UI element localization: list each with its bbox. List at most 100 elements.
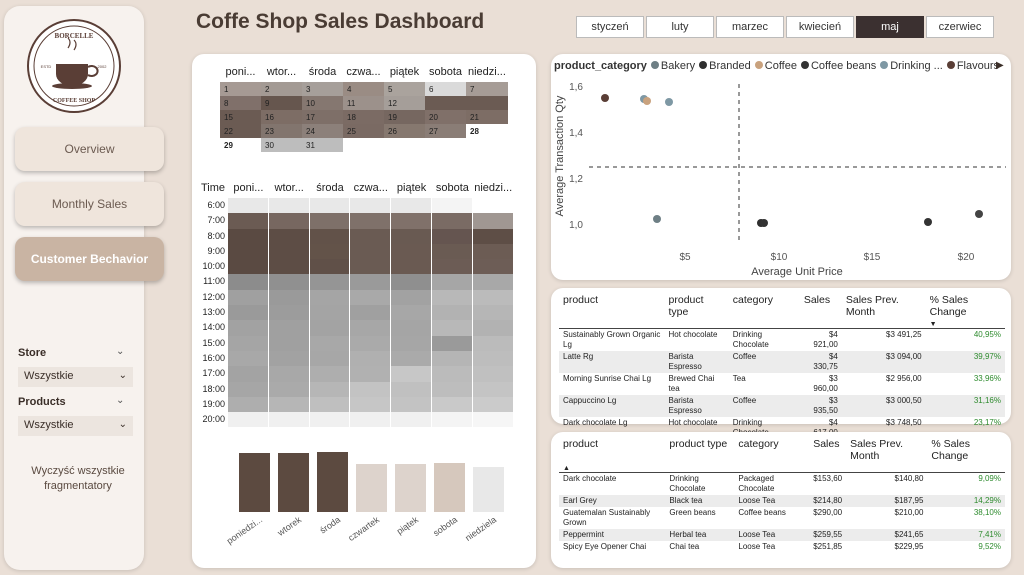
calendar-day-cell[interactable]: 1: [220, 82, 261, 96]
heatmap-cell[interactable]: [431, 381, 473, 397]
heatmap-cell[interactable]: [391, 381, 432, 397]
table-header[interactable]: product: [563, 438, 599, 450]
heatmap-cell[interactable]: [268, 289, 310, 306]
nav-overview-button[interactable]: Overview: [15, 127, 164, 171]
heatmap-cell[interactable]: [309, 381, 351, 397]
heatmap-cell[interactable]: [268, 320, 310, 336]
calendar-day-cell[interactable]: 5: [384, 82, 425, 96]
legend-item[interactable]: Coffee beans: [800, 60, 876, 72]
heatmap-cell[interactable]: [228, 213, 269, 229]
legend-item[interactable]: Coffee: [754, 60, 797, 72]
heatmap-cell[interactable]: [268, 335, 310, 351]
table-row[interactable]: Morning Sunrise Chai Lg Brewed Chai tea Te…: [559, 373, 1005, 395]
heatmap-cell[interactable]: [309, 396, 351, 413]
weekday-bar[interactable]: [356, 464, 387, 512]
calendar-day-cell[interactable]: 22: [220, 124, 261, 138]
heatmap-cell[interactable]: [268, 412, 310, 428]
heatmap-cell[interactable]: [350, 412, 392, 428]
calendar-day-cell[interactable]: 6: [425, 82, 466, 96]
heatmap-cell[interactable]: [228, 243, 269, 260]
heatmap-cell[interactable]: [431, 366, 473, 382]
heatmap-cell[interactable]: [431, 228, 473, 244]
calendar-day-cell[interactable]: 3: [302, 82, 343, 96]
heatmap-cell[interactable]: [472, 366, 514, 382]
weekday-bar[interactable]: [239, 453, 270, 512]
legend-item[interactable]: Bakery: [650, 60, 695, 72]
calendar-day-cell[interactable]: 28: [466, 124, 508, 138]
legend-next-icon[interactable]: ▶: [996, 60, 1004, 71]
heatmap-cell[interactable]: [309, 335, 351, 351]
table-row[interactable]: Sustainably Grown Organic Lg Hot chocolat…: [559, 329, 1005, 352]
calendar-day-cell[interactable]: 29: [220, 138, 261, 152]
clear-slicers-button[interactable]: Wyczyść wszystkie fragmentatory: [31, 465, 125, 492]
calendar-day-cell[interactable]: [425, 96, 466, 110]
heatmap-cell[interactable]: [431, 335, 473, 351]
heatmap-cell[interactable]: [431, 198, 473, 214]
heatmap-cell[interactable]: [228, 228, 269, 244]
heatmap-cell[interactable]: [391, 412, 432, 428]
heatmap-cell[interactable]: [268, 305, 310, 321]
heatmap-cell[interactable]: [431, 350, 473, 367]
heatmap-cell[interactable]: [431, 243, 473, 260]
table-header[interactable]: Sales: [813, 438, 840, 450]
heatmap-cell[interactable]: [309, 320, 351, 336]
table-header[interactable]: category: [738, 438, 779, 450]
heatmap-cell[interactable]: [268, 350, 310, 367]
calendar-day-cell[interactable]: 25: [343, 124, 384, 138]
heatmap-cell[interactable]: [391, 305, 432, 321]
heatmap-cell[interactable]: [228, 412, 269, 428]
calendar-day-cell[interactable]: 7: [466, 82, 508, 96]
calendar-day-cell[interactable]: 10: [302, 96, 343, 110]
scatter-point[interactable]: [601, 94, 609, 102]
heatmap-cell[interactable]: [391, 198, 432, 214]
products-slicer-dropdown[interactable]: Wszystkie ⌄: [18, 416, 133, 436]
heatmap-cell[interactable]: [268, 396, 310, 413]
heatmap-cell[interactable]: [268, 213, 310, 229]
calendar-day-cell[interactable]: 11: [343, 96, 384, 110]
calendar-day-cell[interactable]: 4: [343, 82, 384, 96]
heatmap-cell[interactable]: [431, 213, 473, 229]
heatmap-cell[interactable]: [350, 213, 392, 229]
heatmap-cell[interactable]: [350, 198, 392, 214]
heatmap-cell[interactable]: [228, 198, 269, 214]
heatmap-cell[interactable]: [350, 396, 392, 413]
table-row[interactable]: Dark chocolate Drinking Chocolate Packaged…: [559, 473, 1005, 496]
heatmap-cell[interactable]: [472, 213, 514, 229]
heatmap-cell[interactable]: [391, 350, 432, 367]
heatmap-cell[interactable]: [391, 259, 432, 275]
month-tab-4[interactable]: maj: [856, 16, 924, 38]
table-header[interactable]: product type: [668, 294, 704, 318]
heatmap-cell[interactable]: [472, 198, 514, 214]
legend-item[interactable]: Branded: [699, 60, 751, 72]
heatmap-cell[interactable]: [350, 381, 392, 397]
heatmap-cell[interactable]: [309, 412, 351, 428]
heatmap-cell[interactable]: [350, 305, 392, 321]
table-row[interactable]: Guatemalan Sustainably Grown Green beans C…: [559, 507, 1005, 529]
table-header[interactable]: % Sales Change: [931, 438, 970, 462]
heatmap-cell[interactable]: [228, 381, 269, 397]
store-collapse-chevron-icon[interactable]: ⌄: [116, 346, 125, 357]
heatmap-cell[interactable]: [350, 243, 392, 260]
table-header[interactable]: product: [563, 294, 599, 306]
heatmap-cell[interactable]: [472, 412, 514, 428]
calendar-day-cell[interactable]: 8: [220, 96, 261, 110]
heatmap-cell[interactable]: [472, 381, 514, 397]
weekday-bar[interactable]: [434, 463, 465, 512]
calendar-day-cell[interactable]: 30: [261, 138, 302, 152]
heatmap-cell[interactable]: [350, 350, 392, 367]
table-header[interactable]: % Sales Change: [929, 294, 969, 318]
heatmap-cell[interactable]: [472, 350, 514, 367]
heatmap-cell[interactable]: [309, 289, 351, 306]
heatmap-cell[interactable]: [391, 274, 432, 290]
calendar-day-cell[interactable]: 2: [261, 82, 302, 96]
table-row[interactable]: Cappuccino Lg Barista Espresso Coffee $3 93…: [559, 395, 1005, 417]
table-header[interactable]: Sales: [803, 294, 831, 306]
heatmap-cell[interactable]: [309, 350, 351, 367]
heatmap-cell[interactable]: [472, 228, 514, 244]
heatmap-cell[interactable]: [309, 366, 351, 382]
heatmap-cell[interactable]: [431, 412, 473, 428]
calendar-day-cell[interactable]: 24: [302, 124, 343, 138]
heatmap-cell[interactable]: [309, 228, 351, 244]
legend-item[interactable]: Flavours: [946, 60, 999, 72]
weekday-bar[interactable]: [395, 464, 426, 512]
